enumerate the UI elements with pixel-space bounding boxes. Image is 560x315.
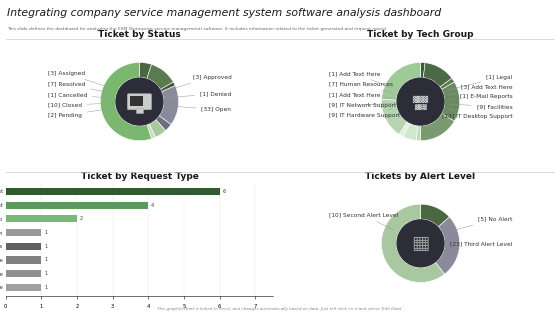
Circle shape [397, 220, 444, 267]
Wedge shape [139, 62, 152, 78]
Text: ▓▓▓: ▓▓▓ [414, 105, 427, 110]
Text: [7] Resolved: [7] Resolved [48, 82, 111, 93]
Wedge shape [381, 99, 407, 134]
Text: [1] E-Mail Reports: [1] E-Mail Reports [449, 94, 512, 99]
Text: 1: 1 [44, 271, 47, 276]
Text: [1] Add Text Here: [1] Add Text Here [329, 92, 393, 98]
Text: [1] Add Text Here: [1] Add Text Here [329, 71, 393, 88]
Text: [3] Approved: [3] Approved [167, 75, 231, 90]
Wedge shape [421, 114, 454, 141]
Wedge shape [403, 123, 418, 140]
Text: [3] Assigned: [3] Assigned [48, 71, 111, 88]
Wedge shape [399, 122, 410, 136]
Wedge shape [100, 62, 152, 141]
Wedge shape [416, 126, 421, 141]
Text: [7] Human Resources: [7] Human Resources [329, 82, 393, 93]
Wedge shape [423, 63, 452, 87]
Text: [3] Add Text Here: [3] Add Text Here [449, 85, 512, 94]
Wedge shape [161, 82, 175, 92]
Text: [5] No Alert: [5] No Alert [449, 217, 512, 232]
Wedge shape [147, 64, 173, 89]
Text: [2] Pending: [2] Pending [48, 108, 111, 118]
Bar [6, 270, 41, 277]
Text: ▓▓▓: ▓▓▓ [413, 96, 428, 103]
Bar [6, 284, 41, 291]
Text: [1] Legal: [1] Legal [449, 75, 512, 90]
Wedge shape [421, 204, 449, 227]
Text: 1: 1 [44, 244, 47, 249]
Wedge shape [381, 204, 445, 283]
Wedge shape [421, 62, 425, 77]
Text: [9] IT Network Support: [9] IT Network Support [329, 103, 396, 108]
Text: [33] Open: [33] Open [167, 106, 231, 112]
Wedge shape [159, 86, 179, 124]
FancyBboxPatch shape [130, 96, 143, 106]
Bar [6, 215, 77, 222]
Text: [1] Denied: [1] Denied [167, 91, 231, 98]
Text: This graphic/chart is linked to excel, and changes automatically based on data. : This graphic/chart is linked to excel, a… [157, 307, 403, 311]
Text: ▦: ▦ [412, 234, 430, 253]
Text: 1: 1 [44, 257, 47, 262]
Wedge shape [436, 217, 460, 274]
Wedge shape [150, 120, 166, 137]
Text: [9] IT Hardware Support: [9] IT Hardware Support [329, 109, 400, 118]
Text: 4: 4 [151, 203, 155, 208]
Text: 2: 2 [80, 216, 83, 221]
Circle shape [397, 78, 444, 125]
FancyBboxPatch shape [127, 94, 152, 110]
Wedge shape [440, 78, 454, 89]
Wedge shape [381, 62, 421, 100]
Wedge shape [156, 116, 171, 131]
Text: 1: 1 [44, 285, 47, 290]
Text: Integrating company service management system software analysis dashboard: Integrating company service management s… [7, 8, 441, 18]
Title: Ticket by Tech Group: Ticket by Tech Group [367, 30, 474, 39]
Circle shape [116, 78, 163, 125]
Bar [136, 108, 143, 112]
Text: [10] Closed: [10] Closed [48, 103, 111, 108]
Title: Ticket by Request Type: Ticket by Request Type [81, 172, 198, 180]
Text: 6: 6 [223, 189, 226, 194]
Text: [9] Facilities: [9] Facilities [449, 104, 512, 109]
Wedge shape [147, 124, 155, 139]
Bar [6, 188, 220, 195]
Text: [13] IT Desktop Support: [13] IT Desktop Support [442, 109, 512, 119]
Text: [10] Second Alert Level: [10] Second Alert Level [329, 213, 398, 229]
Bar [6, 202, 148, 209]
Text: [23] Third Alert Level: [23] Third Alert Level [446, 241, 512, 246]
Title: Tickets by Alert Level: Tickets by Alert Level [366, 172, 475, 180]
Bar [6, 229, 41, 236]
Bar [6, 256, 41, 264]
Title: Ticket by Status: Ticket by Status [98, 30, 181, 39]
Text: 1: 1 [44, 230, 47, 235]
Text: [1] Cancelled: [1] Cancelled [48, 92, 111, 98]
Wedge shape [441, 82, 460, 121]
Text: This slide defines the dashboard for analyzing the ESM (Enterprise service manag: This slide defines the dashboard for ana… [7, 27, 386, 31]
Bar [6, 243, 41, 250]
